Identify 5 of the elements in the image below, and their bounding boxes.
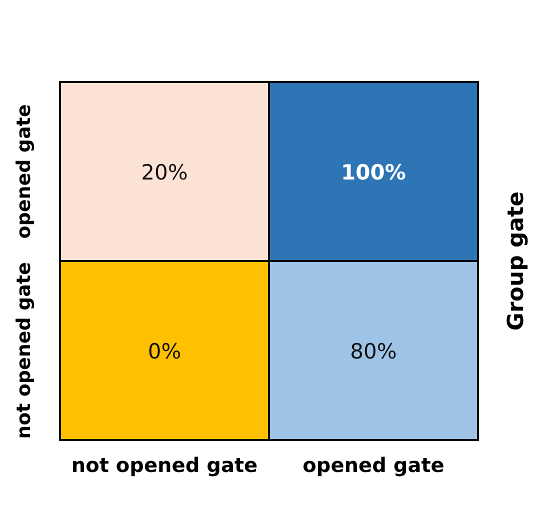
data-label: 20% — [141, 160, 188, 184]
y-axis-title: Group gate — [504, 191, 529, 331]
data-label: 80% — [350, 340, 397, 364]
data-label: 100% — [341, 160, 406, 184]
data-label: 0% — [148, 340, 182, 364]
